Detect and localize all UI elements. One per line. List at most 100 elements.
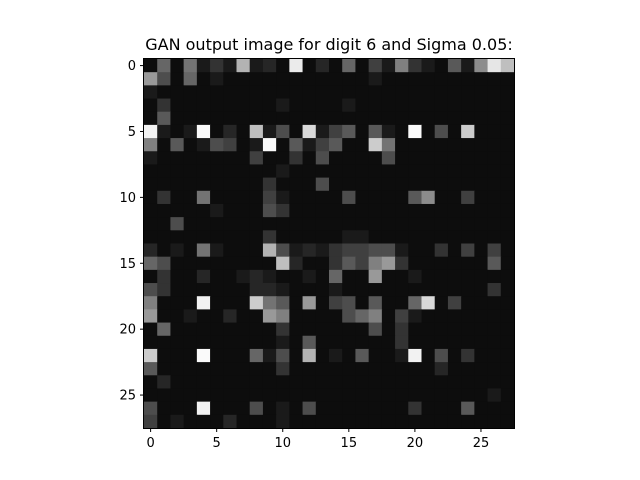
heatmap-cell [315, 269, 330, 284]
heatmap-cell [276, 362, 290, 376]
heatmap-cell [249, 124, 264, 139]
heatmap-cell [183, 72, 198, 86]
heatmap-cell [249, 309, 264, 324]
heatmap-cell [289, 85, 304, 100]
heatmap-cell [170, 309, 185, 324]
heatmap-cell [210, 243, 224, 258]
heatmap-cell [447, 283, 462, 297]
heatmap-cell [302, 203, 317, 218]
heatmap-cell [421, 151, 436, 166]
heatmap-cell [223, 203, 238, 218]
heatmap-cell [262, 111, 277, 126]
heatmap-cell [329, 124, 343, 139]
heatmap-cell [395, 309, 409, 324]
heatmap-cell [183, 309, 198, 324]
heatmap-cell [210, 190, 224, 205]
heatmap-cell [381, 85, 396, 100]
heatmap-cell [500, 85, 515, 100]
heatmap-cell [329, 309, 343, 324]
heatmap-cell [474, 72, 489, 86]
heatmap-cell [157, 59, 172, 73]
heatmap-cell [183, 322, 198, 337]
heatmap-cell [144, 375, 158, 390]
heatmap-cell [183, 59, 198, 73]
heatmap-cell [289, 98, 304, 113]
heatmap-cell [355, 217, 370, 231]
heatmap-cell [276, 203, 290, 218]
heatmap-cell [500, 335, 515, 350]
heatmap-cell [236, 138, 251, 152]
heatmap-cell [447, 164, 462, 179]
heatmap-cell [315, 401, 330, 416]
heatmap-cell [289, 362, 304, 376]
heatmap-cell [223, 296, 238, 310]
heatmap-cell [368, 203, 383, 218]
heatmap-cell [289, 243, 304, 258]
heatmap-cell [210, 72, 224, 86]
heatmap-cell [408, 217, 423, 231]
heatmap-cell [474, 164, 489, 179]
heatmap-cell [381, 164, 396, 179]
heatmap-cell [500, 256, 515, 271]
heatmap-cell [421, 138, 436, 152]
heatmap-cell [368, 243, 383, 258]
heatmap-cell [249, 190, 264, 205]
heatmap-cell [487, 177, 502, 192]
heatmap-cell [315, 414, 330, 429]
heatmap-cell [249, 217, 264, 231]
heatmap-cell [368, 335, 383, 350]
heatmap-cell [329, 151, 343, 166]
heatmap-cell [408, 111, 423, 126]
heatmap-cell [249, 203, 264, 218]
heatmap-cell [487, 362, 502, 376]
heatmap-cell [289, 283, 304, 297]
heatmap-cell [144, 243, 158, 258]
heatmap-cell [144, 335, 158, 350]
heatmap-cell [315, 217, 330, 231]
heatmap-cell [342, 243, 357, 258]
y-tick-label: 25 [119, 389, 136, 404]
heatmap-cell [170, 388, 185, 403]
heatmap-cell [474, 283, 489, 297]
heatmap-cell [157, 243, 172, 258]
heatmap-cell [487, 151, 502, 166]
heatmap-cell [408, 59, 423, 73]
heatmap-cell [355, 348, 370, 363]
heatmap-cell [342, 296, 357, 310]
heatmap-cell [276, 414, 290, 429]
heatmap-cell [381, 414, 396, 429]
heatmap-cell [368, 151, 383, 166]
heatmap-cell [302, 230, 317, 245]
heatmap-cell [421, 296, 436, 310]
heatmap-cell [302, 98, 317, 113]
heatmap-cell [474, 309, 489, 324]
heatmap-cell [276, 283, 290, 297]
x-tick-label: 0 [146, 436, 154, 451]
heatmap-cell [395, 401, 409, 416]
heatmap-cell [355, 256, 370, 271]
heatmap-cell [183, 85, 198, 100]
heatmap-cell [487, 164, 502, 179]
heatmap-cell [262, 217, 277, 231]
heatmap-cell [183, 98, 198, 113]
heatmap-cell [355, 164, 370, 179]
heatmap-cell [223, 164, 238, 179]
heatmap-cell [461, 217, 475, 231]
heatmap-cell [223, 230, 238, 245]
heatmap-cell [421, 414, 436, 429]
heatmap-cell [302, 348, 317, 363]
heatmap-cell [421, 85, 436, 100]
heatmap-cell [368, 85, 383, 100]
heatmap-cell [447, 296, 462, 310]
heatmap-cell [223, 375, 238, 390]
heatmap-cell [262, 59, 277, 73]
heatmap-cell [170, 177, 185, 192]
heatmap-cell [302, 151, 317, 166]
heatmap-cell [381, 138, 396, 152]
heatmap-cell [315, 177, 330, 192]
heatmap-cell [223, 362, 238, 376]
heatmap-cell [342, 177, 357, 192]
heatmap-cell [500, 177, 515, 192]
heatmap-cell [355, 203, 370, 218]
heatmap-cell [434, 177, 449, 192]
